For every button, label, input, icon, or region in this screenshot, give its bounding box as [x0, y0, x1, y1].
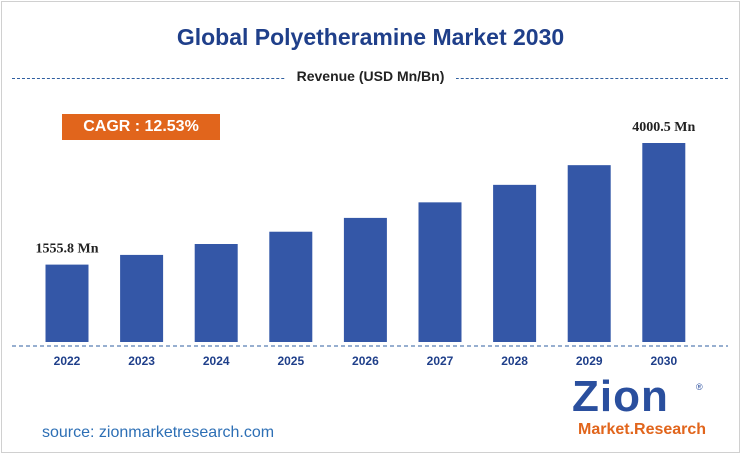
cagr-badge: CAGR : 12.53% [62, 114, 220, 140]
logo-registered-mark: ® [696, 382, 703, 392]
data-label-2030: 4000.5 Mn [632, 120, 695, 135]
x-tick-label-2028: 2028 [501, 354, 528, 368]
data-label-2022: 1555.8 Mn [36, 242, 99, 257]
bar-2028 [493, 184, 537, 342]
x-tick-label-2025: 2025 [277, 354, 304, 368]
x-tick-label-2029: 2029 [576, 354, 603, 368]
bar-2024 [194, 243, 238, 342]
bar-2023 [120, 254, 164, 342]
x-tick-label-2024: 2024 [203, 354, 230, 368]
x-tick-label-2022: 2022 [54, 354, 81, 368]
zion-logo: Zion Market.Research ® [572, 372, 707, 444]
bar-2022 [45, 264, 89, 342]
bar-2030 [642, 143, 686, 342]
bar-2029 [567, 165, 611, 342]
chart-subtitle: Revenue (USD Mn/Bn) [0, 68, 741, 84]
chart-title: Global Polyetheramine Market 2030 [176, 24, 565, 50]
bar-2027 [418, 202, 462, 342]
source-note: source: zionmarketresearch.com [42, 424, 275, 441]
logo-subtitle: Market.Research [578, 421, 707, 438]
x-tick-label-2027: 2027 [427, 354, 454, 368]
x-tick-label-2023: 2023 [128, 354, 155, 368]
subtitle-text: Revenue (USD Mn/Bn) [284, 68, 457, 84]
x-tick-label-2030: 2030 [650, 354, 677, 368]
bar-2025 [269, 231, 313, 342]
x-tick-label-2026: 2026 [352, 354, 379, 368]
bar-2026 [343, 217, 387, 342]
logo-wordmark: Zion [572, 372, 669, 421]
